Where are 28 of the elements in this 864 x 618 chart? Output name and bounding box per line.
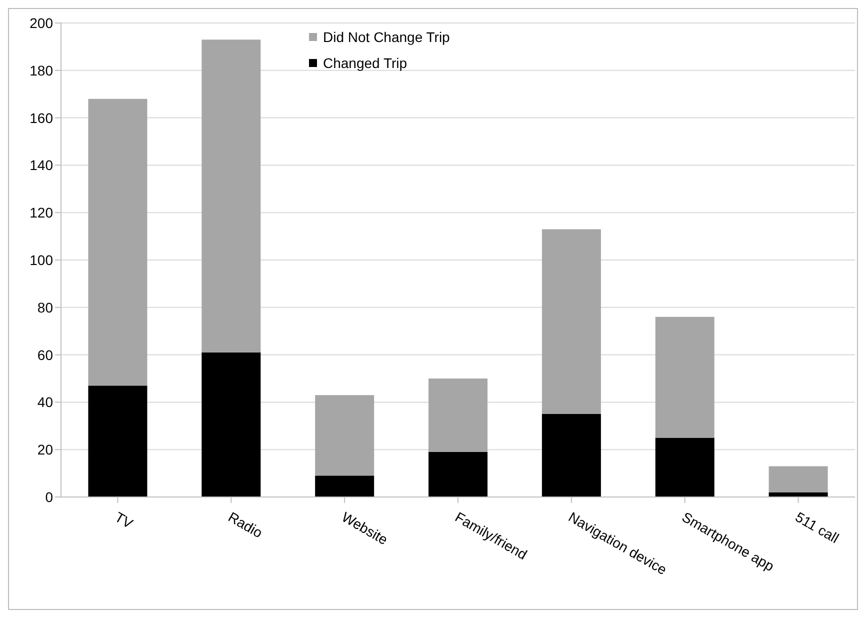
bar	[428, 378, 488, 452]
y-tick-label: 100	[30, 252, 54, 268]
x-tick-label: TV	[112, 508, 136, 532]
y-tick-label: 60	[37, 346, 54, 363]
y-tick-label: 0	[45, 488, 54, 505]
legend-label: Did Not Change Trip	[323, 29, 450, 45]
legend-label: Changed Trip	[323, 55, 408, 71]
bar	[88, 98, 148, 386]
bar	[542, 414, 601, 497]
y-tick-label: 140	[30, 157, 54, 174]
bar	[428, 452, 488, 497]
y-tick-label: 80	[37, 299, 54, 316]
bar	[202, 40, 261, 352]
bar	[655, 438, 714, 497]
y-tick-label: 20	[37, 442, 54, 458]
bar	[202, 352, 261, 497]
bar	[768, 466, 828, 492]
bar	[655, 316, 714, 438]
y-tick-label: 180	[30, 62, 54, 78]
bar	[315, 395, 374, 476]
bar	[542, 229, 601, 414]
y-tick-label: 160	[30, 110, 54, 126]
bar	[315, 476, 374, 497]
y-tick-label: 120	[30, 204, 54, 221]
bar	[88, 386, 148, 497]
y-tick-label: 40	[37, 394, 54, 410]
y-tick-label: 200	[30, 14, 54, 31]
x-tick-label: 511 call	[792, 508, 842, 546]
